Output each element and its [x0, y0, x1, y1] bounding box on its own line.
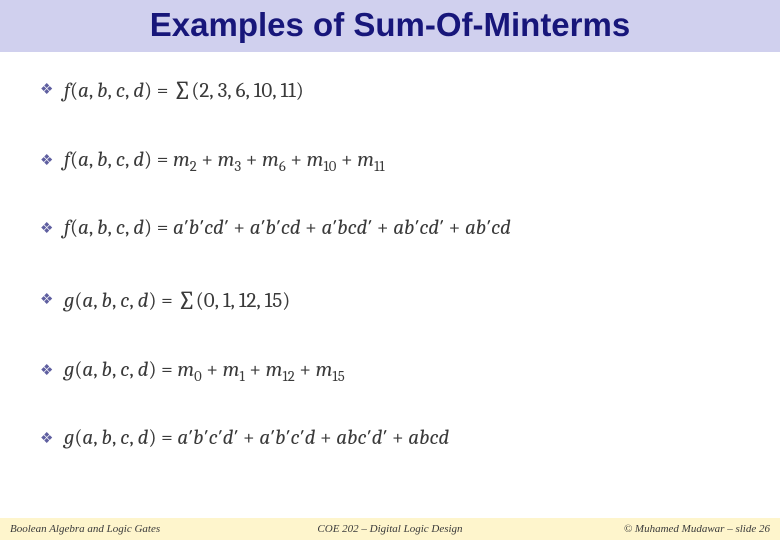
diamond-bullet-icon: ❖	[40, 429, 64, 448]
formula-row: ❖f(a, b, c, d) = m2 + m3 + m6 + m10 + m1…	[40, 148, 740, 172]
slide: Examples of Sum-Of-Minterms ❖f(a, b, c, …	[0, 0, 780, 540]
formula: g(a, b, c, d) = ∑(0, 1, 12, 15)	[64, 284, 290, 314]
diamond-bullet-icon: ❖	[40, 151, 64, 170]
title-band: Examples of Sum-Of-Minterms	[0, 0, 780, 52]
footer-center: COE 202 – Digital Logic Design	[263, 523, 516, 535]
formula: f(a, b, c, d) = m2 + m3 + m6 + m10 + m11	[64, 148, 385, 172]
footer-right: © Muhamed Mudawar – slide 26	[517, 523, 770, 535]
footer-left: Boolean Algebra and Logic Gates	[10, 523, 263, 535]
formula-row: ❖g(a, b, c, d) = m0 + m1 + m12 + m15	[40, 358, 740, 382]
diamond-bullet-icon: ❖	[40, 361, 64, 380]
slide-content: ❖f(a, b, c, d) = ∑(2, 3, 6, 10, 11)❖f(a,…	[0, 52, 780, 450]
formula-row: ❖f(a, b, c, d) = a′b′cd′ + a′b′cd + a′bc…	[40, 216, 740, 240]
footer: Boolean Algebra and Logic Gates COE 202 …	[0, 518, 780, 540]
formula-row: ❖g(a, b, c, d) = a′b′c′d′ + a′b′c′d + ab…	[40, 426, 740, 450]
diamond-bullet-icon: ❖	[40, 290, 64, 309]
slide-title: Examples of Sum-Of-Minterms	[150, 6, 630, 43]
formula: g(a, b, c, d) = m0 + m1 + m12 + m15	[64, 358, 345, 382]
formula-row: ❖f(a, b, c, d) = ∑(2, 3, 6, 10, 11)	[40, 74, 740, 104]
diamond-bullet-icon: ❖	[40, 80, 64, 99]
formula: f(a, b, c, d) = a′b′cd′ + a′b′cd + a′bcd…	[64, 216, 511, 240]
diamond-bullet-icon: ❖	[40, 219, 64, 238]
formula: f(a, b, c, d) = ∑(2, 3, 6, 10, 11)	[64, 74, 304, 104]
formula: g(a, b, c, d) = a′b′c′d′ + a′b′c′d + abc…	[64, 426, 449, 450]
formula-row: ❖g(a, b, c, d) = ∑(0, 1, 12, 15)	[40, 284, 740, 314]
